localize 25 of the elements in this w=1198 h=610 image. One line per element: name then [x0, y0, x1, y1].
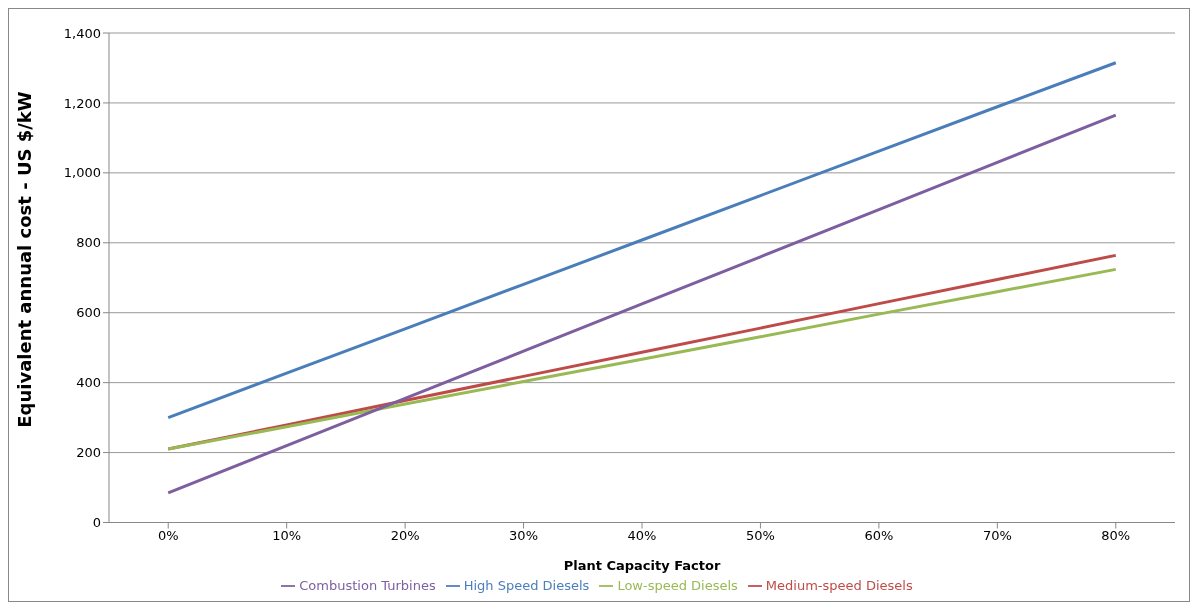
- y-tick-label: 1,200: [63, 95, 101, 111]
- x-tick-label: 50%: [745, 527, 775, 543]
- y-axis-title: Equivalent annual cost - US $/kW: [14, 91, 36, 428]
- x-tick-label: 80%: [1101, 527, 1131, 543]
- x-tick-label: 20%: [390, 527, 420, 543]
- y-tick-label: 600: [76, 305, 101, 321]
- legend-label: High Speed Diesels: [463, 577, 590, 593]
- line-series: [166, 61, 1118, 420]
- x-tick-label: 0%: [157, 527, 179, 543]
- y-tick-label: 800: [76, 235, 101, 251]
- y-tick-label: 0: [92, 515, 101, 531]
- x-tick-label: 40%: [627, 527, 657, 543]
- y-tick-label: 1,000: [63, 165, 101, 181]
- y-tick-label: 1,400: [63, 25, 101, 41]
- legend-label: Combustion Turbines: [299, 577, 436, 593]
- y-tick-label: 400: [76, 375, 101, 391]
- x-axis-title: Plant Capacity Factor: [563, 557, 721, 573]
- y-tick-label: 200: [76, 445, 101, 461]
- x-tick-label: 30%: [509, 527, 539, 543]
- line-series: [166, 113, 1118, 495]
- x-tick-label: 60%: [864, 527, 894, 543]
- legend-label: Medium-speed Diesels: [765, 577, 913, 593]
- legend-label: Low-speed Diesels: [617, 577, 738, 593]
- x-tick-label: 10%: [272, 527, 302, 543]
- x-tick-label: 70%: [982, 527, 1012, 543]
